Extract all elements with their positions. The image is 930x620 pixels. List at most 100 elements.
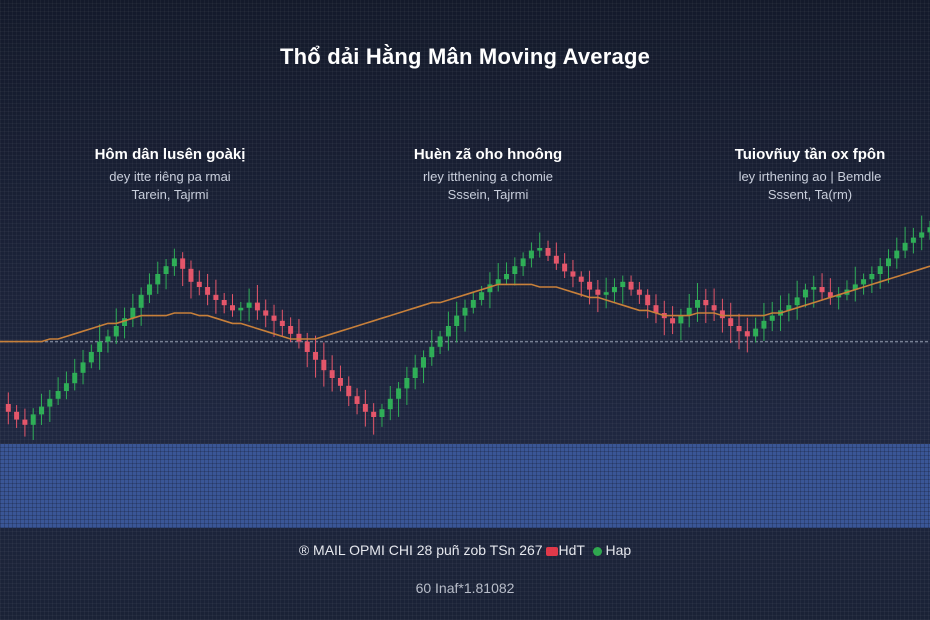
- candle-up: [80, 362, 86, 373]
- candle-down: [728, 318, 734, 326]
- candle-up: [910, 237, 916, 243]
- footer-text: Hap: [605, 542, 632, 558]
- candle-up: [877, 266, 883, 274]
- candle-up: [753, 328, 759, 337]
- candle-down: [329, 370, 335, 378]
- candle-down: [562, 263, 568, 272]
- candle-up: [504, 274, 510, 280]
- candle-up: [238, 307, 244, 311]
- footer-text: HdT: [558, 542, 585, 558]
- candle-down: [205, 287, 211, 295]
- candle-down: [346, 385, 352, 397]
- annotation-heading: Huèn zã oho hnoông: [413, 146, 563, 163]
- candle-up: [861, 279, 867, 285]
- annotation-center: Huèn zã oho hnoông rley itthening a chom…: [338, 146, 638, 202]
- candle-up: [55, 391, 61, 399]
- annotation-right: Tuiovñuy tần ox fpôn ley irthening ao | …: [660, 146, 930, 202]
- candle-up: [72, 372, 78, 384]
- candle-up: [836, 294, 842, 298]
- candle-down: [719, 310, 725, 319]
- candle-up: [420, 357, 426, 368]
- candle-down: [296, 333, 302, 342]
- annotation-line: ley irthening ao | Bemdle: [738, 169, 882, 184]
- candle-up: [155, 274, 161, 285]
- candle-up: [462, 307, 468, 316]
- candle-up: [163, 266, 169, 274]
- candle-up: [611, 287, 617, 293]
- candle-up: [39, 406, 45, 415]
- candle-up: [479, 292, 485, 300]
- candle-down: [354, 396, 360, 404]
- candle-up: [894, 250, 900, 259]
- candle-up: [802, 289, 808, 298]
- candle-up: [63, 383, 69, 391]
- candle-down: [570, 271, 576, 277]
- candle-up: [30, 414, 36, 425]
- candle-up: [88, 352, 94, 363]
- candle-down: [587, 281, 593, 290]
- candle-up: [122, 318, 128, 326]
- annotation-line: dey itte riêng pa rmai: [109, 169, 231, 184]
- candle-up: [927, 227, 930, 233]
- candle-down: [819, 287, 825, 293]
- candle-down: [703, 300, 709, 306]
- footer-info: ® MAIL OPMI CHI 28 puñ zob TSn 267 HdT H…: [0, 542, 930, 558]
- chart-title: Thổ dải Hằng Mân Moving Average: [279, 44, 651, 69]
- candle-up: [528, 250, 534, 259]
- candle-up: [470, 300, 476, 308]
- candle-up: [794, 297, 800, 306]
- annotation-heading: Hôm dân lusên goàkị: [94, 146, 246, 163]
- candle-down: [827, 292, 833, 298]
- candle-up: [620, 281, 626, 287]
- candle-up: [379, 409, 385, 417]
- candle-up: [686, 307, 692, 316]
- candle-up: [537, 248, 543, 251]
- footer-text: ® MAIL OPMI CHI 28 puñ zob TSn 267: [298, 542, 543, 558]
- candle-down: [362, 404, 368, 412]
- volume-band: [0, 444, 930, 528]
- candle-up: [695, 300, 700, 308]
- candle-down: [553, 255, 559, 264]
- candle-down: [230, 305, 235, 311]
- candle-up: [404, 378, 410, 389]
- candle-up: [869, 274, 875, 280]
- candle-down: [254, 302, 260, 311]
- candle-down: [188, 268, 194, 282]
- candle-down: [736, 326, 742, 332]
- candle-down: [5, 404, 11, 412]
- candle-up: [130, 307, 136, 319]
- annotation-line: Sssent, Ta(rm): [767, 187, 853, 202]
- candle-up: [761, 320, 767, 329]
- candle-down: [653, 305, 659, 313]
- candle-down: [595, 289, 601, 295]
- candle-up: [412, 367, 418, 378]
- candle-up: [919, 232, 925, 238]
- candle-up: [429, 346, 435, 358]
- candle-up: [105, 336, 111, 342]
- candle-up: [113, 326, 119, 337]
- annotation-line: Sssein, Tajrmi: [447, 187, 529, 202]
- candle-down: [744, 331, 750, 337]
- candle-up: [769, 315, 775, 321]
- candle-down: [337, 378, 343, 386]
- candle-down: [670, 318, 676, 324]
- candle-up: [146, 284, 152, 295]
- candle-up: [454, 315, 460, 326]
- candle-up: [487, 284, 493, 293]
- candle-down: [180, 258, 186, 269]
- candle-down: [213, 294, 219, 300]
- candle-up: [445, 326, 451, 337]
- candle-up: [97, 341, 103, 352]
- candle-down: [628, 281, 634, 290]
- candle-up: [852, 284, 858, 290]
- candle-down: [711, 305, 717, 311]
- candle-down: [196, 281, 202, 287]
- moving-average-line: [0, 265, 930, 343]
- candle-up: [786, 305, 792, 311]
- candle-down: [263, 310, 269, 316]
- candle-up: [171, 258, 177, 267]
- candle-up: [495, 279, 501, 285]
- red-marker-icon: [546, 546, 559, 556]
- candle-up: [437, 336, 443, 347]
